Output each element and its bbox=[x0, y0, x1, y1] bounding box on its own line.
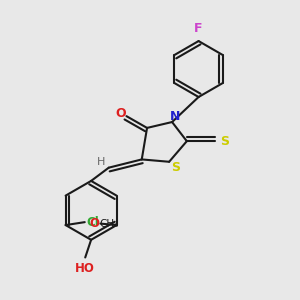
Text: Cl: Cl bbox=[86, 216, 99, 229]
Text: H: H bbox=[97, 158, 106, 167]
Text: O: O bbox=[89, 217, 99, 230]
Text: F: F bbox=[194, 22, 203, 34]
Text: CH₃: CH₃ bbox=[99, 219, 118, 229]
Text: HO: HO bbox=[75, 262, 95, 275]
Text: S: S bbox=[220, 135, 229, 148]
Text: S: S bbox=[171, 160, 180, 174]
Text: O: O bbox=[116, 107, 127, 120]
Text: N: N bbox=[170, 110, 180, 123]
